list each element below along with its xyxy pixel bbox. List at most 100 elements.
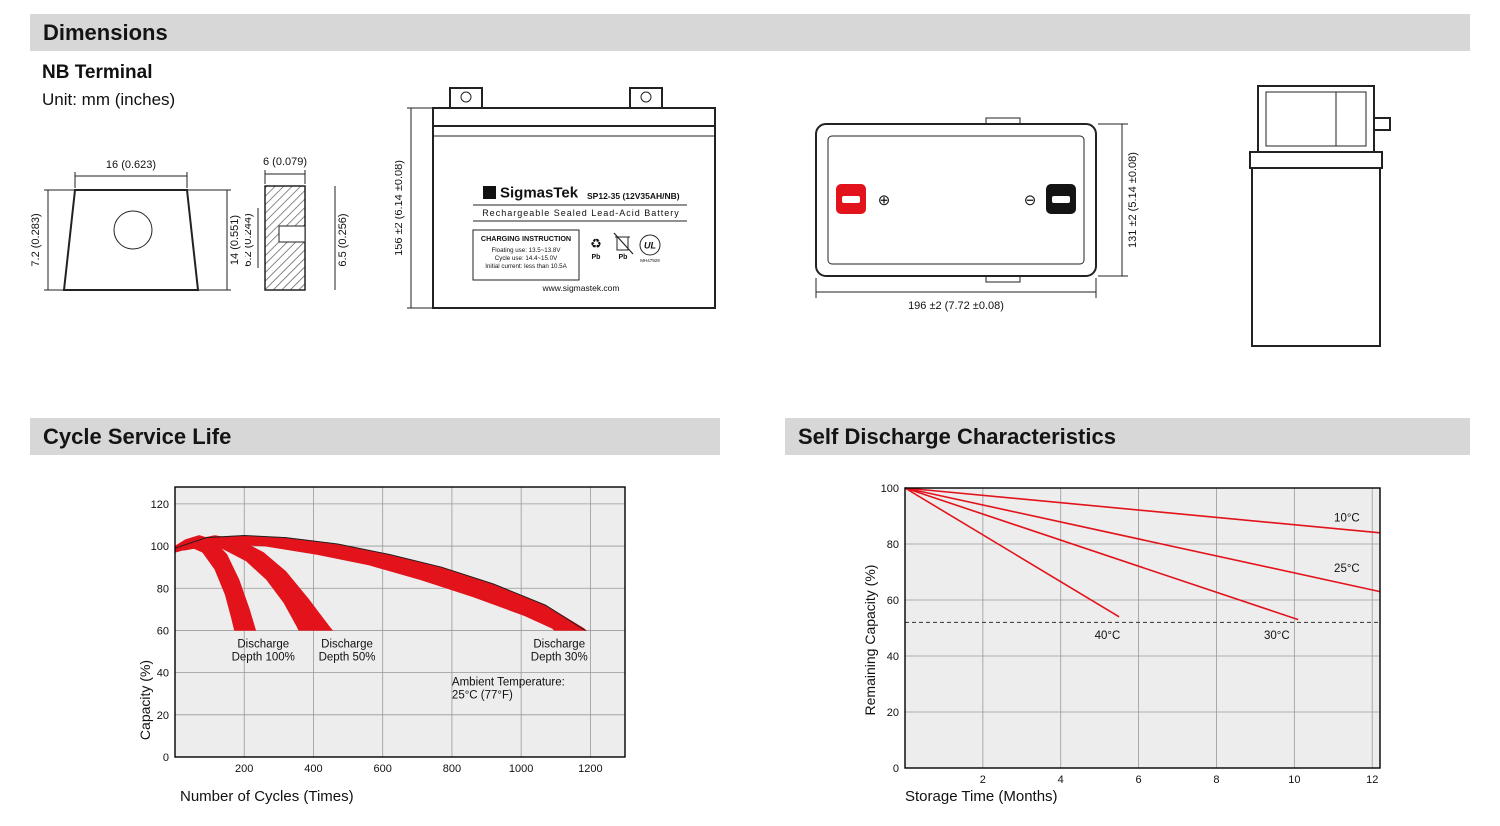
cycle-chart-x-axis-label: Number of Cycles (Times) [180,788,354,805]
crossed-bin-icon [613,232,634,255]
x-tick-label: 12 [1366,774,1378,786]
terminal-width-dim: 16 (0.623) [106,159,156,171]
y-tick-label: 0 [893,763,899,775]
terminal-trapezoid [62,189,200,291]
front-height-dim: 156 ±2 (6.14 ±0.08) [395,160,405,256]
top-width-dim: 196 ±2 (7.72 ±0.08) [908,300,1004,312]
model-number: SP12-35 (12V35AH/NB) [587,191,680,201]
top-depth-dim: 131 ±2 (5.14 ±0.08) [1127,152,1139,248]
x-tick-label: 1200 [578,763,602,775]
terminal-type-title: NB Terminal [42,62,153,83]
plot-frame [904,487,1381,769]
ul-logo-text: UL [644,241,656,251]
chart-annotation: Depth 50% [319,651,376,663]
y-tick-label: 60 [157,625,169,637]
section-left-dim: 6.2 (0.244) [245,213,254,266]
terminal-right-dim: 14 (0.551) [229,215,241,265]
chart-annotation: 30°C [1264,630,1290,642]
side-terminal-pin [1373,117,1391,131]
terminal-section-drawing: 6 (0.079) 6.2 (0.244) 6.5 (0.256) [245,156,349,291]
y-tick-label: 60 [887,595,899,607]
x-tick-label: 400 [304,763,322,775]
battery-top-view: ⊕ ⊖ 196 ±2 (7.72 ±0.08) 131 ±2 (5.14 ±0.… [815,117,1139,312]
x-tick-label: 10 [1288,774,1300,786]
battery-subtitle: Rechargeable Sealed Lead-Acid Battery [482,208,680,218]
y-tick-label: 20 [157,710,169,722]
cycle-service-life-chart: 0 20 40 60 80 100 120 200 400 600 800 1000 1200 Disch… [151,486,626,775]
chart-annotation: Depth 100% [232,651,295,663]
top-view-outline [815,123,1097,277]
plot-frame [174,486,626,758]
battery-body [432,125,716,309]
plus-symbol: ⊕ [878,192,891,209]
charging-instruction-box [472,229,580,281]
y-tick-label: 100 [151,541,169,553]
terminal-front-detail-drawing: 16 (0.623) 7.2 (0.283) 14 (0.551) [30,159,241,291]
charging-line-2: Cycle use: 14.4~15.0V [495,255,558,262]
series-line-40°C [904,487,1120,618]
cycle-service-life-header: Cycle Service Life [30,418,720,455]
dimensions-header: Dimensions [30,14,1470,51]
y-tick-label: 40 [887,651,899,663]
x-tick-label: 4 [1058,774,1064,786]
brand-name: SigmasTek [500,185,579,202]
y-tick-label: 20 [887,707,899,719]
brand-sigma-icon: Σ [486,189,492,200]
cycle-chart-y-axis-label: Capacity (%) [137,659,153,741]
website-url: www.sigmastek.com [542,283,620,293]
chart-annotation: 40°C [1095,630,1121,642]
chart-annotation: Ambient Temperature: [452,676,565,688]
unit-label: Unit: mm (inches) [42,90,176,109]
x-tick-label: 8 [1213,774,1219,786]
terminal-left-dim: 7.2 (0.283) [30,213,42,266]
front-terminal-right [629,87,663,109]
series-line-10°C [904,487,1381,534]
chart-annotation: Depth 30% [531,651,588,663]
charging-line-3: Initial current: less than 10.5A [485,263,567,270]
section-right-dim: 6.5 (0.256) [337,213,349,266]
chart-annotation: 25°C [1334,563,1360,575]
side-body [1251,167,1381,347]
battery-front-view: 156 ±2 (6.14 ±0.08) Σ SigmasTek SP12-35 … [395,87,716,309]
terminal-hole [113,210,153,250]
front-terminal-left [449,87,483,109]
x-tick-label: 1000 [509,763,533,775]
series-line-30°C [904,487,1299,621]
ul-code: MH47929 [640,258,660,263]
chart-annotation: Discharge [237,638,289,650]
x-tick-label: 2 [980,774,986,786]
y-tick-label: 80 [157,583,169,595]
x-tick-label: 600 [374,763,392,775]
y-tick-label: 120 [151,499,169,511]
section-width-dim: 6 (0.079) [263,156,307,168]
chart-annotation: Discharge [321,638,373,650]
chart-annotation: 25°C (77°F) [452,689,513,701]
self-discharge-header: Self Discharge Characteristics [785,418,1470,455]
side-flange [1249,151,1383,169]
plot-background [905,488,1380,768]
top-view-inner [827,135,1085,265]
self-discharge-chart: 0 20 40 60 80 100 2 4 6 8 10 12 10°C 25°C 40°C 30°C [881,483,1381,786]
y-tick-label: 0 [163,752,169,764]
self-chart-y-axis-label: Remaining Capacity (%) [862,564,878,716]
envelope-line [174,534,586,631]
charging-line-1: Floating use: 13.5~13.8V [492,247,562,254]
x-tick-label: 800 [443,763,461,775]
side-cap-outline [1257,85,1375,153]
chart-annotation: Discharge [533,638,585,650]
y-tick-label: 80 [887,539,899,551]
battery-side-view [1249,85,1391,347]
ul-logo: UL MH47929 [639,234,661,263]
brand-logo-square [483,186,496,199]
recycle-icon: ♻ [590,236,602,251]
self-chart-x-axis-label: Storage Time (Months) [905,788,1058,805]
pb-label-1: Pb [592,254,601,261]
section-notch [278,225,306,243]
pb-label-2: Pb [619,254,628,261]
chart-annotation: 10°C [1334,513,1360,525]
x-tick-label: 200 [235,763,253,775]
battery-lid [432,107,716,127]
y-tick-label: 100 [881,483,899,495]
series-line-25°C [904,487,1381,593]
charging-title: CHARGING INSTRUCTION [481,234,571,243]
